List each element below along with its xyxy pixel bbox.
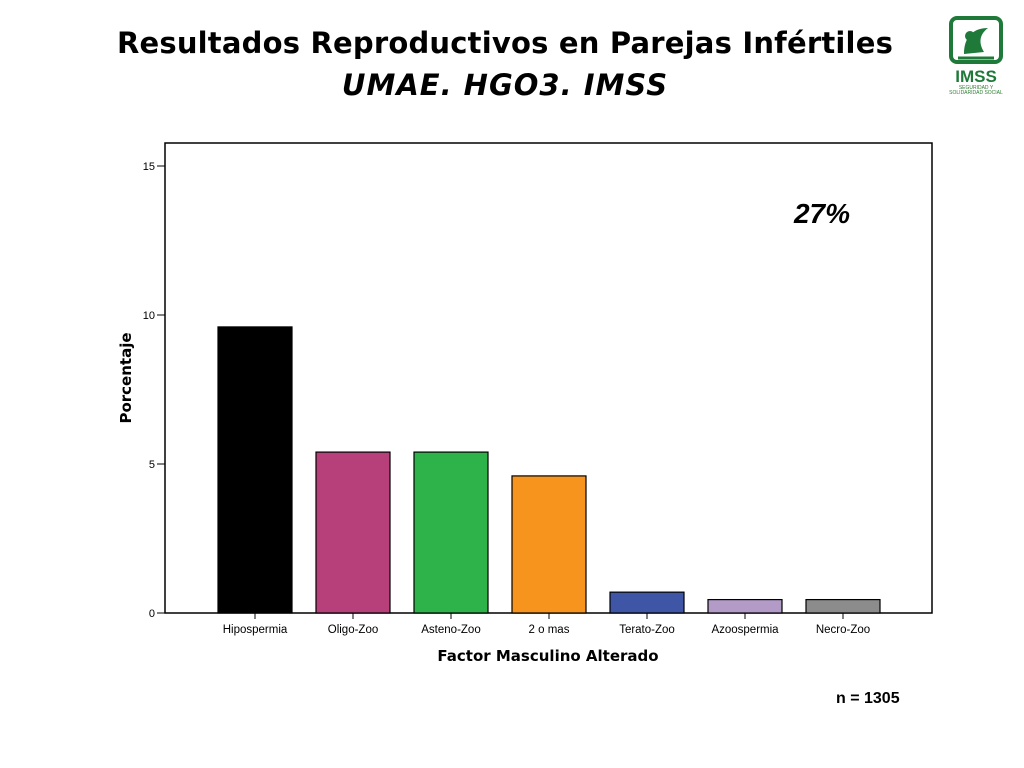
x-tick-label: Terato-Zoo	[619, 624, 675, 636]
y-tick-label: 15	[143, 161, 155, 173]
x-tick-label: Asteno-Zoo	[421, 624, 480, 636]
x-axis-title: Factor Masculino Alterado	[437, 647, 658, 665]
bar-3	[511, 475, 587, 614]
sample-size-label: n = 1305	[836, 690, 900, 707]
x-tick-label: Necro-Zoo	[816, 624, 870, 636]
y-tick-label: 5	[149, 459, 155, 471]
page-subtitle: UMAE. HGO3. IMSS	[341, 68, 669, 102]
bar-5	[707, 598, 783, 614]
page-title: Resultados Reproductivos en Parejas Infé…	[116, 26, 894, 60]
x-tick-label: 2 o mas	[529, 624, 570, 636]
imss-logo: IMSS	[949, 16, 1003, 86]
annotation-percent: 27%	[793, 198, 850, 229]
bar-4	[609, 591, 685, 614]
y-axis-title: Porcentaje	[117, 332, 135, 423]
y-tick-label: 0	[149, 608, 155, 620]
x-tick-label: Azoospermia	[711, 624, 779, 636]
x-tick-label: Oligo-Zoo	[328, 624, 379, 636]
bar-6	[805, 598, 881, 614]
logo-caption: SEGURIDAD Y SOLIDARIDAD SOCIAL	[949, 85, 1003, 96]
bar-1	[315, 451, 391, 614]
x-tick-label: Hipospermia	[223, 624, 288, 636]
bar-2	[413, 451, 489, 614]
bar-0	[217, 326, 293, 614]
logo-text: IMSS	[955, 67, 997, 86]
y-tick-label: 10	[143, 310, 155, 322]
